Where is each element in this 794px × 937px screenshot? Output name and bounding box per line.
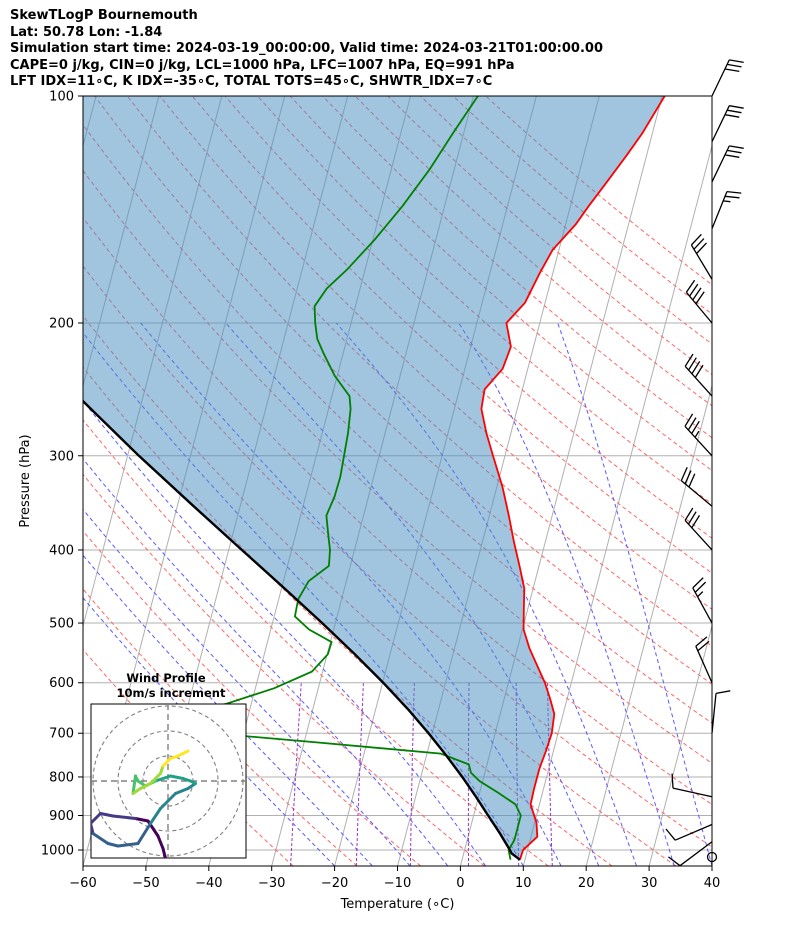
dry-adiabat [83,588,358,866]
dewpoint-profile [162,96,522,860]
hodograph-segment [149,807,162,825]
cape-shading [83,96,665,860]
y-tick-label: 600 [49,676,74,691]
hodograph-segment [156,834,165,850]
dry-adiabat [191,96,712,574]
y-tick-label: 400 [49,543,74,558]
hodograph-segment [161,757,172,768]
wind-barb [711,145,744,183]
dry-adiabat [83,473,485,866]
title-simulation-time: Simulation start time: 2024-03-19_00:00:… [10,41,603,56]
hodograph-subtitle: 10m/s increment [117,686,226,700]
hodograph-segment [149,772,162,785]
dry-adiabat [322,96,712,439]
wind-barb [665,823,713,841]
dry-adiabat [83,419,549,866]
y-tick-label: 200 [49,316,74,331]
y-tick-label: 800 [49,770,74,785]
hodograph-plot [91,704,246,858]
title-location: SkewTLogP Bournemouth [10,8,198,23]
wind-barb [692,577,713,624]
isotherm [83,96,97,148]
moist-adiabat [83,554,373,866]
chart-title-block: SkewTLogP Bournemouth Lat: 50.78 Lon: -1… [10,8,603,91]
hodograph-segment [91,822,95,835]
x-tick-label: −10 [384,876,411,891]
title-cape-indices: CAPE=0 j/kg, CIN=0 j/kg, LCL=1000 hPa, L… [10,57,515,73]
wind-barb [684,507,713,551]
x-tick-label: 40 [704,876,721,891]
hodograph-segment [159,792,177,810]
hodograph-segment [136,822,152,845]
hodograph-segment [154,774,172,783]
y-tick-label: 700 [49,727,74,742]
x-tick-label: 0 [456,876,464,891]
dry-adiabat [83,530,422,866]
isotherm [711,864,712,866]
hodograph-segment [131,787,142,795]
wind-barb [685,279,713,324]
x-tick-label: 30 [641,876,658,891]
wind-barb [684,353,713,397]
hodograph-segment [106,842,120,848]
wind-barb [680,467,713,507]
y-tick-label: 500 [49,617,74,632]
y-tick-label: 1000 [41,844,74,859]
title-stability-indices: LFT IDX=11∘C, K IDX=-35∘C, TOTAL TOTS=45… [10,74,493,89]
moist-adiabat [336,322,637,866]
hodograph-segment [131,774,137,795]
y-tick-label: 100 [49,90,74,105]
x-tick-label: 10 [515,876,532,891]
moist-adiabat [83,400,487,866]
hodograph-segment [111,814,137,820]
title-coordinates: Lat: 50.78 Lon: -1.84 [10,24,163,40]
moist-adiabat [557,322,712,866]
x-tick-label: −50 [132,876,159,891]
wind-barb [711,190,742,230]
mixing-ratio-line [290,682,302,866]
hodograph-segment [161,847,167,858]
hodograph-segment [176,749,190,758]
moist-adiabat [83,458,449,866]
x-axis-label: Temperature (∘C) [340,897,455,912]
isotherm [585,383,712,866]
y-tick-label: 900 [49,809,74,824]
isotherm [648,623,712,866]
hodograph-ring [117,730,219,832]
y-axis-label: Pressure (hPa) [18,434,33,527]
hodograph-segment [139,782,152,790]
wind-barb [690,233,713,280]
hodograph-segment [116,842,140,848]
wind-barb [671,773,713,798]
x-tick-label: −40 [195,876,222,891]
hodograph-segment [169,774,185,780]
hodograph-segment [91,832,110,845]
hodograph-segment [91,812,102,825]
hodograph-segment [134,817,150,823]
x-tick-label: −30 [258,876,285,891]
x-tick-label: −20 [321,876,348,891]
hodograph-segment [99,812,115,818]
moist-adiabat [458,322,675,866]
x-tick-label: 20 [578,876,595,891]
wind-barb [711,105,744,143]
wind-barb [711,59,744,97]
x-tick-label: −60 [69,876,96,891]
moist-adiabat [83,596,335,866]
hodograph-title: Wind Profile [126,671,206,685]
dry-adiabat [257,96,712,505]
wind-barb [684,413,713,457]
parcel-profile [83,399,521,861]
wind-barb [668,841,713,867]
mixing-ratio-line [355,682,364,866]
hodograph-segment [174,787,190,795]
wind-barb [711,690,731,734]
temperature-profile [480,96,666,860]
y-tick-label: 300 [49,449,74,464]
isotherm [522,143,712,866]
wind-barb [695,636,713,684]
